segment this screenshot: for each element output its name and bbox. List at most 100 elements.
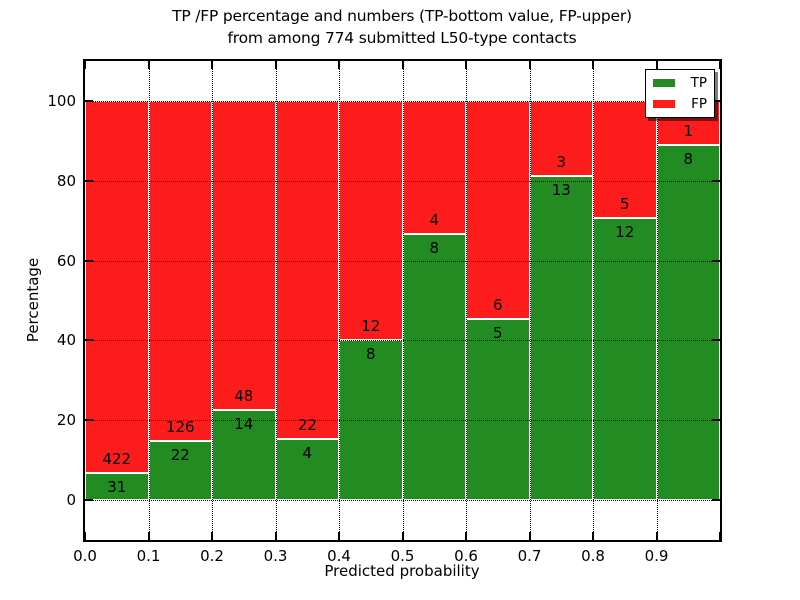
axis-tick	[274, 532, 277, 540]
v-gridline	[529, 61, 531, 540]
tp-count-label: 8	[683, 150, 694, 169]
axis-tick	[719, 532, 721, 540]
x-tick-label: 0.6	[454, 547, 478, 565]
y-tick-label: 20	[56, 411, 76, 430]
axis-tick	[719, 61, 721, 69]
axis-tick	[528, 61, 531, 69]
fp-color-swatch	[653, 100, 675, 108]
axis-tick	[84, 532, 86, 540]
tp-bar-segment	[402, 233, 466, 501]
axis-tick	[528, 532, 531, 540]
fp-count-label: 4	[429, 210, 440, 229]
axis-tick	[211, 61, 213, 69]
fp-count-label: 422	[102, 449, 132, 468]
axis-tick	[465, 61, 467, 69]
fp-count-label: 12	[361, 317, 381, 336]
x-tick-label: 0.4	[327, 547, 351, 565]
axis-tick	[712, 179, 720, 182]
fp-bar-segment	[85, 100, 149, 473]
axis-tick	[655, 61, 658, 69]
tp-bar-segment	[148, 440, 212, 501]
chart-title-line1: TP /FP percentage and numbers (TP-bottom…	[172, 7, 632, 25]
fp-count-label: 126	[165, 417, 195, 436]
axis-tick	[85, 499, 93, 502]
axis-tick	[338, 532, 340, 540]
tp-bar-segment	[275, 438, 339, 501]
x-tick-label: 0.8	[581, 547, 605, 565]
v-gridline	[402, 61, 404, 540]
y-tick-label: 0	[66, 491, 76, 510]
fp-count-label: 6	[492, 295, 503, 314]
axis-tick	[712, 419, 720, 422]
x-tick-label: 0.0	[73, 547, 97, 565]
axis-tick	[147, 61, 150, 69]
axis-tick	[85, 179, 93, 182]
v-gridline	[656, 61, 658, 540]
plot-area: 422 31 126 22 48 14 22 4 12 8 4 8 6 5 3 13 5 12 1 8	[83, 59, 722, 542]
x-tick-label: 0.5	[390, 547, 415, 565]
y-tick-label: 60	[56, 251, 76, 270]
tp-count-label: 14	[234, 414, 254, 433]
v-gridline	[593, 61, 594, 540]
v-gridline	[339, 61, 340, 540]
tp-bar-segment	[85, 472, 149, 501]
fp-bar-segment	[275, 100, 339, 439]
tp-count-label: 13	[551, 180, 571, 199]
axis-tick	[712, 339, 720, 342]
tp-count-label: 8	[365, 345, 376, 364]
legend-label-fp: FP	[691, 96, 707, 112]
v-gridline	[148, 61, 150, 540]
tp-bar-segment	[466, 318, 530, 501]
fp-bar-segment	[339, 100, 403, 341]
fp-bar-segment	[148, 100, 212, 441]
x-axis-label: Predicted probability	[324, 562, 480, 580]
tp-count-label: 22	[170, 445, 190, 464]
tp-count-label: 5	[492, 323, 503, 342]
axis-tick	[85, 259, 93, 262]
axis-tick	[655, 532, 658, 540]
tp-bar-segment	[593, 218, 657, 501]
legend: TP FP	[645, 69, 715, 118]
tp-count-label: 8	[429, 238, 440, 257]
v-gridline	[275, 61, 277, 540]
axis-tick	[85, 339, 93, 342]
axis-tick	[592, 61, 594, 69]
legend-item-tp: TP	[653, 76, 707, 90]
axis-tick	[85, 99, 93, 102]
chart-title-line2: from among 774 submitted L50-type contac…	[227, 29, 577, 47]
v-gridline	[212, 61, 213, 540]
axis-tick	[712, 99, 720, 102]
axis-tick	[85, 419, 93, 422]
fp-bar-segment	[402, 100, 466, 234]
axis-tick	[465, 532, 467, 540]
y-tick-label: 40	[56, 331, 76, 350]
fp-count-label: 1	[683, 122, 694, 141]
axis-tick	[592, 532, 594, 540]
fp-count-label: 5	[619, 195, 630, 214]
axis-tick	[712, 259, 720, 262]
v-gridline	[466, 61, 467, 540]
tp-bar-segment	[656, 145, 720, 501]
x-tick-label: 0.1	[136, 547, 161, 565]
tp-bar-segment	[529, 175, 593, 501]
axis-tick	[84, 61, 86, 69]
axis-tick	[274, 61, 277, 69]
axis-tick	[338, 61, 340, 69]
x-tick-label: 0.3	[263, 547, 288, 565]
axis-tick	[401, 61, 404, 69]
x-tick-label: 0.2	[200, 547, 224, 565]
tp-count-label: 12	[615, 223, 635, 242]
tp-count-label: 4	[302, 443, 313, 462]
axis-tick	[211, 532, 213, 540]
y-tick-label: 80	[56, 171, 76, 190]
fp-bar-segment	[466, 100, 530, 319]
y-tick-label: 100	[47, 91, 76, 110]
legend-item-fp: FP	[653, 97, 707, 111]
chart-title: TP /FP percentage and numbers (TP-bottom…	[2, 5, 800, 49]
tp-count-label: 31	[107, 477, 127, 496]
x-tick-label: 0.7	[517, 547, 542, 565]
axis-tick	[712, 499, 720, 502]
axis-tick	[401, 532, 404, 540]
fp-count-label: 48	[234, 386, 254, 405]
